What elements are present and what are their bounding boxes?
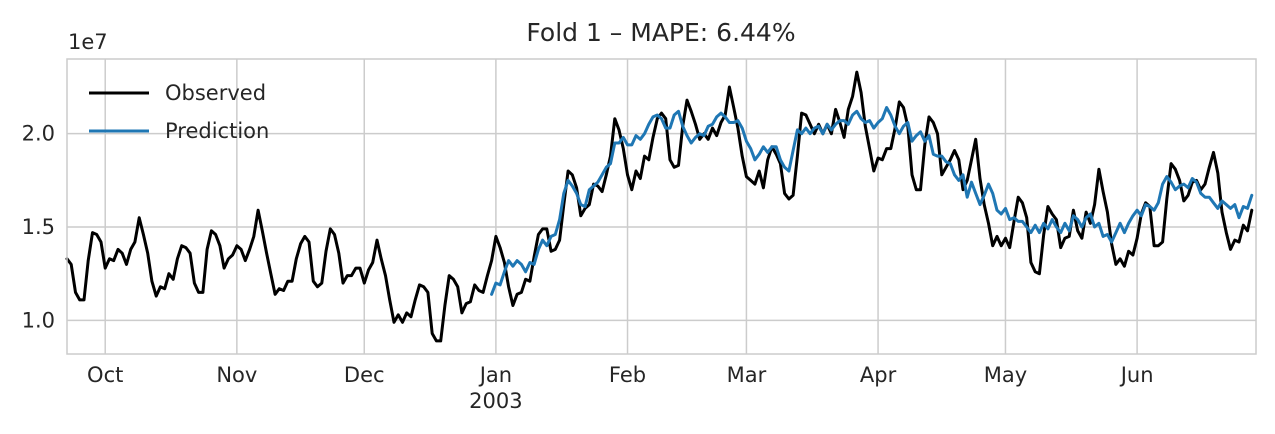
y-tick-label: 2.0	[22, 122, 55, 146]
x-tick-label: Nov	[216, 363, 257, 387]
x-tick-label: Oct	[87, 363, 123, 387]
prediction-series-line	[490, 106, 1254, 296]
y-offset-text: 1e7	[68, 30, 108, 54]
legend: Observed Prediction	[89, 81, 269, 143]
x-tick-year-label: 2003	[469, 389, 522, 413]
series-layer	[65, 70, 1254, 343]
legend-label-observed: Observed	[165, 81, 266, 105]
x-tick-label: Apr	[860, 363, 897, 387]
x-tick-label: Dec	[344, 363, 385, 387]
x-tick-label: Jun	[1119, 363, 1154, 387]
y-tick-label: 1.0	[22, 308, 55, 332]
x-tick-label: May	[984, 363, 1027, 387]
y-tick-label: 1.5	[22, 215, 55, 239]
plot-area	[67, 59, 1256, 354]
legend-label-prediction: Prediction	[165, 119, 269, 143]
plot-frame	[66, 58, 1257, 355]
x-tick-label: Jan	[478, 363, 512, 387]
chart-title: Fold 1 – MAPE: 6.44%	[526, 18, 795, 47]
x-tick-label: Feb	[609, 363, 646, 387]
x-tick-label: Mar	[727, 363, 767, 387]
